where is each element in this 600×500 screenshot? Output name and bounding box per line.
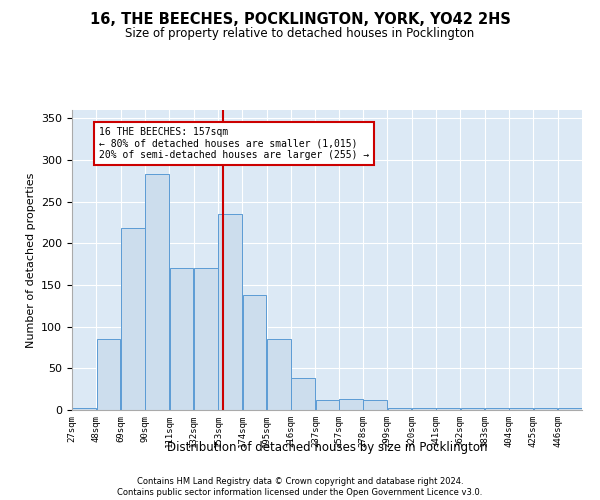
Bar bbox=[558, 408, 581, 410]
Bar bbox=[243, 295, 266, 410]
Bar bbox=[121, 228, 145, 410]
Text: Contains public sector information licensed under the Open Government Licence v3: Contains public sector information licen… bbox=[118, 488, 482, 497]
Bar bbox=[412, 408, 436, 410]
Text: Size of property relative to detached houses in Pocklington: Size of property relative to detached ho… bbox=[125, 28, 475, 40]
Bar bbox=[339, 399, 362, 410]
Bar bbox=[194, 268, 218, 410]
Bar bbox=[292, 378, 315, 410]
Bar bbox=[267, 339, 291, 410]
Bar bbox=[363, 400, 387, 410]
Bar bbox=[316, 400, 340, 410]
Bar bbox=[218, 214, 242, 410]
Bar bbox=[145, 174, 169, 410]
Bar bbox=[170, 268, 193, 410]
Text: Distribution of detached houses by size in Pocklington: Distribution of detached houses by size … bbox=[167, 441, 487, 454]
Bar bbox=[509, 408, 533, 410]
Bar bbox=[73, 408, 96, 410]
Bar bbox=[533, 408, 557, 410]
Bar bbox=[388, 408, 411, 410]
Text: Contains HM Land Registry data © Crown copyright and database right 2024.: Contains HM Land Registry data © Crown c… bbox=[137, 476, 463, 486]
Bar bbox=[97, 339, 121, 410]
Bar bbox=[436, 408, 460, 410]
Bar bbox=[485, 408, 509, 410]
Bar bbox=[461, 408, 484, 410]
Text: 16 THE BEECHES: 157sqm
← 80% of detached houses are smaller (1,015)
20% of semi-: 16 THE BEECHES: 157sqm ← 80% of detached… bbox=[98, 126, 369, 160]
Text: 16, THE BEECHES, POCKLINGTON, YORK, YO42 2HS: 16, THE BEECHES, POCKLINGTON, YORK, YO42… bbox=[89, 12, 511, 28]
Y-axis label: Number of detached properties: Number of detached properties bbox=[26, 172, 35, 348]
